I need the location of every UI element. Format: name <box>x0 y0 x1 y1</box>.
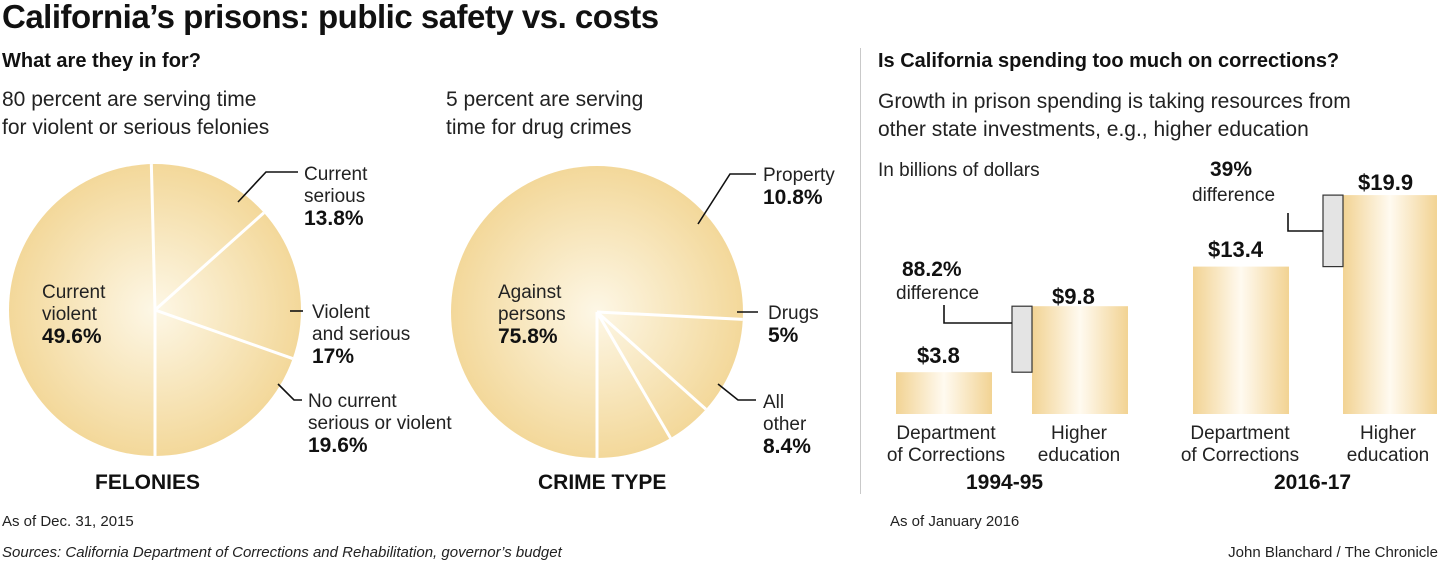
slice-value: 8.4% <box>763 435 811 458</box>
crime-type-subtitle-line-2: time for drug crimes <box>446 116 632 139</box>
slice-label-property: Property 10.8% <box>763 165 835 209</box>
pie-slice-divider <box>154 308 294 361</box>
spending-subtitle: Growth in prison spending is taking reso… <box>878 88 1351 144</box>
pie-slice-divider <box>149 164 157 311</box>
leader-lines <box>237 171 758 401</box>
crime-type-subtitle-line-1: 5 percent are serving <box>446 88 644 111</box>
slice-label-current-violent: Current violent 49.6% <box>42 282 105 348</box>
leader-no-current <box>277 383 302 401</box>
category-line: Department <box>1190 423 1290 444</box>
slice-value: 17% <box>312 345 355 368</box>
bar-category-higher-ed-1994: Higher education <box>1028 423 1130 467</box>
felonies-caption: FELONIES <box>95 471 201 494</box>
slice-value: 13.8% <box>304 207 364 230</box>
slice-label-line: Against <box>498 282 562 303</box>
bar-higher-education <box>1343 195 1437 414</box>
difference-gap <box>1011 305 1033 373</box>
slice-label-line: Drugs <box>768 303 819 324</box>
slice-label-all-other: All other 8.4% <box>763 392 811 458</box>
slice-value: 5% <box>768 324 799 347</box>
slice-label-current-serious: Current serious 13.8% <box>304 164 367 230</box>
slice-label-no-current: No current serious or violent 19.6% <box>308 391 452 457</box>
section-divider <box>860 48 861 494</box>
category-line: Department <box>896 423 996 444</box>
difference-label-1994: difference <box>896 283 980 304</box>
slice-label-line: Property <box>763 165 835 186</box>
slice-value: 10.8% <box>763 186 823 209</box>
difference-value-1994: 88.2% <box>902 258 962 281</box>
spending-bars <box>896 194 1437 414</box>
credit-line: John Blanchard / The Chronicle <box>1228 544 1438 561</box>
slice-label-line: Violent <box>312 302 370 323</box>
category-line: of Corrections <box>1180 445 1300 466</box>
felonies-subtitle: 80 percent are serving time for violent … <box>2 86 269 142</box>
pie-slice-divider <box>595 311 672 439</box>
page-title: California’s prisons: public safety vs. … <box>2 0 659 35</box>
slice-label-line: All <box>763 392 785 413</box>
bar-category-higher-ed-2016: Higher education <box>1338 423 1438 467</box>
year-label-1994: 1994-95 <box>966 471 1044 494</box>
felonies-subtitle-line-1: 80 percent are serving time <box>2 88 257 111</box>
slice-label-line: serious or violent <box>308 413 452 434</box>
felonies-subtitle-line-2: for violent or serious felonies <box>2 116 270 139</box>
bar-value-corrections-2016: $13.4 <box>1208 237 1264 262</box>
difference-label-2016: difference <box>1192 185 1276 206</box>
crime-type-subtitle: 5 percent are serving time for drug crim… <box>446 86 643 142</box>
slice-value: 19.6% <box>308 434 368 457</box>
footer-date-right: As of January 2016 <box>890 513 1020 530</box>
category-line: education <box>1037 445 1121 466</box>
bar-category-corrections-1994: Department of Corrections <box>878 423 1014 467</box>
left-section-header: What are they in for? <box>2 50 201 72</box>
slice-value: 49.6% <box>42 325 102 348</box>
bar-corrections <box>896 372 992 414</box>
right-section-header: Is California spending too much on corre… <box>878 50 1340 72</box>
bar-category-corrections-2016: Department of Corrections <box>1172 423 1308 467</box>
year-label-2016: 2016-17 <box>1274 471 1352 494</box>
leader-current-serious <box>237 171 298 203</box>
difference-leader <box>1287 213 1323 232</box>
pie-slice-divider <box>596 310 743 321</box>
pie-slice-divider <box>154 211 265 312</box>
category-line: Higher <box>1360 423 1416 444</box>
slice-label-line: No current <box>308 391 397 412</box>
category-line: of Corrections <box>886 445 1006 466</box>
slice-value: 75.8% <box>498 325 558 348</box>
felonies-pie <box>9 164 301 456</box>
leader-property <box>697 173 756 225</box>
difference-leader <box>943 305 1012 324</box>
slice-label-line: violent <box>42 304 97 325</box>
category-line: Higher <box>1051 423 1107 444</box>
bar-higher-education <box>1032 306 1128 414</box>
slice-label-line: and serious <box>312 324 411 345</box>
slice-label-line: persons <box>498 304 566 325</box>
sources-note: Sources: California Department of Correc… <box>2 544 562 561</box>
slice-label-violent-serious: Violent and serious 17% <box>312 302 410 368</box>
spending-subtitle-line-1: Growth in prison spending is taking reso… <box>878 90 1351 113</box>
spending-subtitle-line-2: other state investments, e.g., higher ed… <box>878 118 1309 141</box>
unit-label: In billions of dollars <box>878 160 1040 181</box>
difference-value-2016: 39% <box>1210 158 1253 181</box>
slice-label-line: serious <box>304 186 366 207</box>
bar-value-higher-ed-2016: $19.9 <box>1358 170 1414 195</box>
bar-corrections <box>1193 266 1289 414</box>
slice-label-against-persons: Against persons 75.8% <box>498 282 566 348</box>
footer-date-left: As of Dec. 31, 2015 <box>2 513 134 530</box>
slice-label-drugs: Drugs 5% <box>768 303 819 347</box>
slice-label-line: Current <box>304 164 368 185</box>
slice-label-line: other <box>763 414 807 435</box>
leader-all-other <box>717 383 756 401</box>
slice-label-line: Current <box>42 282 106 303</box>
category-line: education <box>1346 445 1430 466</box>
bar-value-higher-ed-1994: $9.8 <box>1052 284 1095 309</box>
crime-type-pie <box>451 166 743 458</box>
difference-gap <box>1322 194 1344 268</box>
crime-type-caption: CRIME TYPE <box>538 471 667 494</box>
bar-value-corrections-1994: $3.8 <box>917 343 960 368</box>
pie-slice-divider <box>596 310 707 411</box>
